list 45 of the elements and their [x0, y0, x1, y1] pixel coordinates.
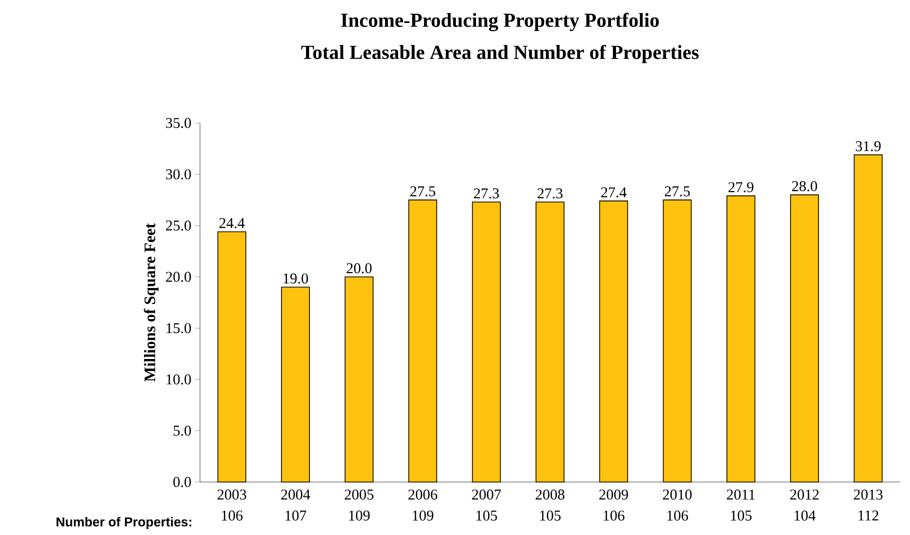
y-tick-label: 15.0: [166, 323, 191, 334]
x-tick-label: 2005: [344, 490, 374, 500]
text: 104: [794, 510, 816, 521]
text: 106: [667, 510, 688, 521]
data-label: 27.9: [728, 182, 754, 192]
y-tick-label: 20.0: [166, 272, 191, 282]
text: 105: [540, 510, 561, 521]
text: 105: [476, 510, 497, 521]
text: 112: [858, 510, 878, 520]
x-tick-label: 2013: [854, 490, 883, 500]
data-label: 28.0: [792, 181, 818, 192]
y-tick-label: 5.0: [174, 426, 191, 436]
x-tick-label: 2004: [281, 490, 310, 500]
data-label: 27.5: [410, 186, 436, 196]
x-tick-label: 2007: [472, 490, 501, 500]
y-tick-label: 10.0: [166, 374, 191, 385]
text: 107: [286, 510, 306, 521]
x-tick-label: 2010: [662, 490, 692, 500]
y-tick-label: 35.0: [166, 118, 191, 128]
data-label: 27.3: [474, 188, 499, 198]
y-tick-label: 25.0: [166, 220, 191, 231]
chart-subtitle: Total Leasable Area and Number of Properties: [301, 44, 699, 64]
data-label: 19.0: [284, 273, 308, 284]
text: 105: [731, 510, 752, 521]
data-label: 24.4: [219, 218, 245, 228]
data-label: 27.5: [664, 186, 690, 196]
data-label: 31.9: [856, 141, 881, 152]
x-tick-label: 2003: [218, 490, 246, 500]
data-label: 27.3: [538, 188, 562, 198]
text: 109: [412, 510, 434, 521]
data-label: 27.4: [601, 187, 626, 198]
y-axis-title: Millions of Square Feet: [144, 223, 158, 382]
x-tick-label: 2012: [790, 490, 819, 500]
y-tick-label: 0.0: [173, 476, 191, 488]
x-tick-label: 2006: [408, 490, 438, 500]
x-tick-label: 2011: [726, 490, 755, 500]
x-tick-label: 2009: [599, 490, 628, 500]
x-tick-label: 2008: [536, 490, 564, 500]
data-label: 20.0: [346, 263, 372, 274]
text: 106: [604, 510, 624, 521]
text: 109: [349, 510, 370, 521]
text: 106: [222, 510, 243, 521]
text: Number of Properties:: [56, 516, 192, 530]
y-tick-label: 30.0: [166, 169, 191, 180]
chart-title: Income-Producing Property Portfolio: [341, 12, 659, 32]
